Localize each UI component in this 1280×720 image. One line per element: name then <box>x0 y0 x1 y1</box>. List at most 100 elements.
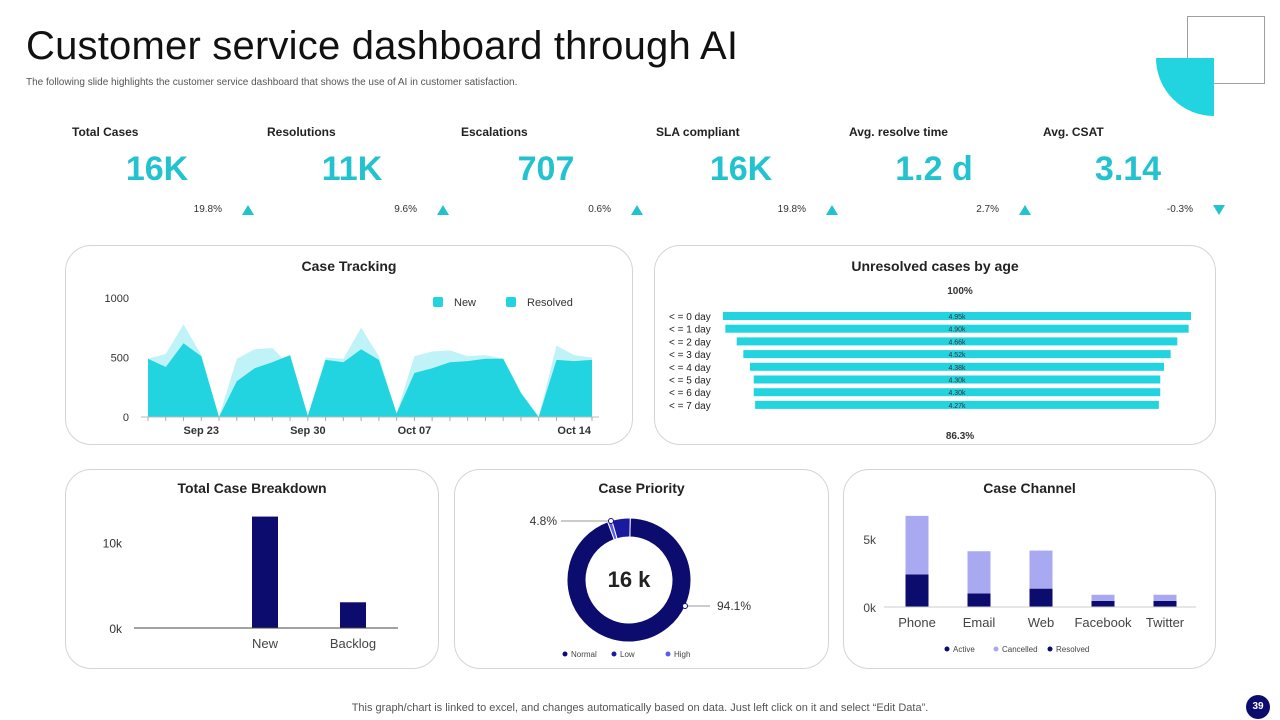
legend-label-new: New <box>454 297 476 309</box>
trend-up-icon <box>826 205 838 215</box>
kpi-label: Total Cases <box>72 125 139 139</box>
unresolved-cases-panel: Unresolved cases by age 100% < = 0 day 4.… <box>654 245 1216 445</box>
legend-label-resolved: Resolved <box>527 297 573 309</box>
funnel-value-label: 4.27k <box>948 403 966 410</box>
kpi-change: 0.6% <box>588 204 611 215</box>
funnel-value-label: 4.30k <box>948 390 966 397</box>
funnel-bar <box>749 362 1165 371</box>
bar-email-active <box>967 593 991 607</box>
kpi-escalations: Escalations 707 0.6% <box>461 120 643 220</box>
legend-dot-resolved <box>1047 646 1053 652</box>
kpi-sla-compliant: SLA compliant 16K 19.8% <box>656 120 838 220</box>
slice-low <box>611 517 631 540</box>
case-priority-chart: 16 k 94.1% 4.8% Normal Low High <box>530 514 752 659</box>
unresolved-title: Unresolved cases by age <box>851 258 1019 274</box>
legend-swatch-resolved <box>506 297 516 307</box>
case-tracking-title: Case Tracking <box>301 258 397 274</box>
trend-down-icon <box>1213 205 1225 215</box>
bar-web-active <box>1029 588 1053 607</box>
funnel-bar <box>753 375 1161 384</box>
footer-note: This graph/chart is linked to excel, and… <box>351 702 929 714</box>
legend-label-cancelled: Cancelled <box>1002 645 1038 654</box>
bar-twitter-cancelled <box>1153 594 1177 601</box>
kpi-label: Resolutions <box>267 125 336 139</box>
decorative-quarter-circle <box>1156 58 1214 116</box>
trend-up-icon <box>1019 205 1031 215</box>
kpi-label: Avg. CSAT <box>1043 125 1104 139</box>
legend-label-resolved: Resolved <box>1056 645 1089 654</box>
legend-dot-high <box>665 651 671 657</box>
total-case-breakdown-title: Total Case Breakdown <box>177 480 327 496</box>
trend-up-icon <box>437 205 449 215</box>
bar-phone-cancelled <box>905 515 929 575</box>
y-tick-label: 10k <box>103 536 123 550</box>
funnel-value-label: 4.90k <box>948 327 966 334</box>
kpi-value: 11K <box>321 150 383 188</box>
trend-up-icon <box>631 205 643 215</box>
funnel-category-label: < = 0 day <box>669 312 711 323</box>
case-priority-panel: Case Priority 16 k 94.1% 4.8% Normal Low Hi… <box>454 469 829 669</box>
kpi-change: 2.7% <box>976 204 999 215</box>
funnel-value-label: 4.52k <box>948 352 966 359</box>
y-tick-label: 500 <box>111 353 129 365</box>
label-marker <box>682 603 688 609</box>
label-marker <box>608 518 614 524</box>
funnel-bar <box>743 350 1171 359</box>
bar-phone-active <box>905 574 929 607</box>
trend-up-icon <box>242 205 254 215</box>
kpi-label: Avg. resolve time <box>849 125 948 139</box>
funnel-bar <box>725 324 1189 333</box>
funnel-category-label: < = 6 day <box>669 388 711 399</box>
legend-swatch-new <box>433 297 443 307</box>
funnel-value-label: 4.30k <box>948 378 966 385</box>
funnel-top-label: 100% <box>947 286 973 297</box>
x-tick-label: Sep 23 <box>184 425 219 437</box>
case-channel-chart: 0k 5k Phone Email Web Facebook Twitter Active… <box>863 515 1196 654</box>
kpi-resolutions: Resolutions 11K 9.6% <box>267 120 449 220</box>
case-tracking-chart: 0 500 1000 Sep 23 Sep 30 Oct 07 Oct 14 New Re… <box>105 293 599 437</box>
funnel-value-label: 4.66k <box>948 339 966 346</box>
case-priority-title: Case Priority <box>598 480 685 496</box>
kpi-change: 19.8% <box>193 204 222 215</box>
funnel-bottom-label: 86.3% <box>946 431 974 442</box>
x-tick-label: Backlog <box>330 636 376 651</box>
bar-twitter-active <box>1153 600 1177 607</box>
legend-label-active: Active <box>953 645 975 654</box>
y-tick-label: 1000 <box>105 293 129 305</box>
kpi-change: 9.6% <box>394 204 417 215</box>
x-tick-label: Twitter <box>1146 615 1185 630</box>
page-number: 39 <box>1246 695 1270 719</box>
kpi-value: 1.2 d <box>895 150 973 188</box>
legend-dot-low <box>611 651 617 657</box>
kpi-value: 16K <box>125 150 189 188</box>
funnel-category-label: < = 2 day <box>669 337 711 348</box>
series-area-resolved <box>148 343 592 417</box>
bar-facebook-active <box>1091 600 1115 607</box>
funnel-category-label: < = 5 day <box>669 376 711 387</box>
kpi-value: 3.14 <box>1094 150 1162 188</box>
y-tick-label: 5k <box>863 533 877 547</box>
slice-normal <box>566 517 692 643</box>
x-tick-label: Web <box>1028 615 1055 630</box>
kpi-avg-csat: Avg. CSAT 3.14 -0.3% <box>1043 120 1225 220</box>
unresolved-cases-chart: 100% < = 0 day 4.95k < = 1 day 4.90k < = 2 d… <box>669 286 1191 442</box>
x-tick-label: Oct 07 <box>398 425 432 437</box>
funnel-bar <box>723 312 1191 320</box>
kpi-change: 19.8% <box>777 204 806 215</box>
funnel-category-label: < = 1 day <box>669 325 711 336</box>
legend-label-low: Low <box>620 650 635 659</box>
y-tick-label: 0 <box>123 412 129 424</box>
bar-facebook-cancelled <box>1091 594 1115 601</box>
page-title: Customer service dashboard through AI <box>26 24 739 68</box>
legend-label-normal: Normal <box>571 650 597 659</box>
x-tick-label: Phone <box>898 615 936 630</box>
page-subtitle: The following slide highlights the custo… <box>26 77 518 88</box>
funnel-bar <box>736 337 1178 346</box>
kpi-value: 707 <box>517 150 575 188</box>
slice-label-low: 4.8% <box>530 514 558 528</box>
legend-dot-normal <box>562 651 568 657</box>
x-tick-label: Oct 14 <box>557 425 592 437</box>
y-tick-label: 0k <box>109 622 123 636</box>
y-tick-label: 0k <box>863 601 877 615</box>
kpi-total-cases: Total Cases 16K 19.8% <box>72 120 254 220</box>
